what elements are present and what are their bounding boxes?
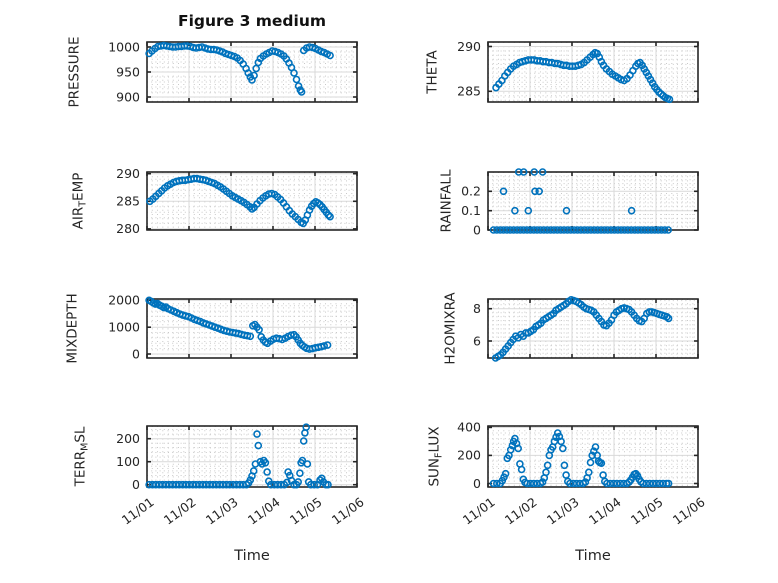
y-tick-labels: 68 [473, 301, 481, 348]
x-tick-label: 11/06 [670, 494, 708, 527]
x-tick-label: 11/05 [287, 494, 325, 527]
y-tick-labels: 0 200 400 [457, 420, 481, 491]
y-axis-label: MIXDEPTH [65, 293, 81, 363]
x-tick-label: 11/04 [245, 494, 283, 527]
y-axis-label: SUNFLUX [427, 426, 445, 486]
panel-terr-msl: 0 100 200 11/01 11/02 11/03 11/04 11/05 11/06 TER… [73, 423, 367, 528]
x-tick-label: 11/02 [161, 494, 199, 527]
y-axis-label: PRESSURE [67, 37, 83, 108]
y-tick-label: 900 [116, 89, 140, 104]
y-tick-label: 0 [473, 476, 481, 491]
y-axis-label: TERRMSL [73, 426, 91, 487]
y-tick-labels: 285 290 [457, 39, 481, 99]
x-tick-label: 11/01 [460, 494, 498, 527]
data-points [145, 423, 332, 489]
x-tick-label: 11/03 [544, 494, 582, 527]
major-grid [147, 172, 357, 230]
panel-sun-flux: 0 200 400 11/01 11/02 11/03 11/04 11/05 11/06 SUN… [427, 420, 708, 528]
y-tick-label: 200 [457, 448, 481, 463]
y-tick-labels: 0 100 200 [116, 431, 140, 492]
data-points [489, 429, 673, 488]
x-tick-labels: 11/01 11/02 11/03 11/04 11/05 11/06 [460, 494, 708, 527]
y-tick-label: 1000 [108, 320, 140, 335]
major-grid [488, 172, 698, 230]
y-tick-label: 285 [116, 194, 140, 209]
panel-theta: 285 290 THETA [425, 39, 699, 104]
data-points [491, 295, 673, 362]
axes-box [487, 425, 699, 488]
x-tick-label: 11/04 [586, 494, 624, 527]
y-tick-label: 6 [473, 333, 481, 348]
x-tick-label: 11/03 [203, 494, 241, 527]
minor-grid [488, 426, 698, 487]
data-points [145, 41, 334, 96]
y-tick-label: 100 [116, 454, 140, 469]
y-tick-label: 290 [457, 39, 481, 54]
data-points [492, 48, 674, 104]
minor-grid [488, 171, 698, 230]
axes-box [487, 41, 699, 103]
y-tick-label: 2000 [108, 293, 140, 308]
y-tick-labels: 0 0.1 0.2 [461, 184, 481, 238]
panel-mixdepth: 0 1000 2000 MIXDEPTH [65, 293, 358, 364]
x-tick-labels: 11/01 11/02 11/03 11/04 11/05 11/06 [119, 494, 367, 527]
y-tick-label: 400 [457, 420, 481, 435]
major-grid [147, 299, 357, 358]
y-tick-label: 950 [116, 64, 140, 79]
y-tick-label: 280 [116, 221, 140, 236]
y-tick-label: 0 [132, 346, 140, 361]
figure-title: Figure 3 medium [177, 12, 327, 30]
y-tick-label: 0.1 [461, 203, 481, 218]
panel-rainfall: 0 0.1 0.2 RAINFALL [439, 168, 699, 238]
y-tick-label: 0.2 [461, 184, 481, 199]
x-tick-label: 11/01 [119, 494, 157, 527]
y-axis-label: RAINFALL [439, 169, 455, 232]
y-tick-label: 290 [116, 166, 140, 181]
axes-box [146, 41, 358, 103]
y-tick-label: 200 [116, 431, 140, 446]
x-tick-label: 11/05 [628, 494, 666, 527]
axes-box [487, 298, 699, 359]
minor-grid [147, 426, 357, 487]
y-tick-label: 0 [473, 222, 481, 237]
y-tick-labels: 900 950 1000 [108, 39, 140, 104]
y-tick-labels: 280 285 290 [116, 166, 140, 236]
y-tick-label: 1000 [108, 39, 140, 54]
x-tick-label: 11/02 [502, 494, 540, 527]
y-tick-label: 8 [473, 301, 481, 316]
y-tick-label: 285 [457, 84, 481, 99]
x-axis-label-right: Time [575, 548, 611, 564]
y-tick-labels: 0 1000 2000 [108, 293, 140, 362]
y-axis-label: AIRTEMP [71, 173, 89, 230]
x-tick-label: 11/06 [329, 494, 367, 527]
panel-air-temp: 280 285 290 AIRTEMP [71, 166, 358, 236]
data-points [145, 296, 332, 353]
data-points [489, 168, 673, 234]
y-axis-label: THETA [425, 50, 441, 95]
panel-pressure: 900 950 1000 PRESSURE [67, 37, 358, 108]
data-points [146, 174, 334, 228]
y-tick-label: 0 [132, 477, 140, 492]
x-axis-label-left: Time [234, 548, 270, 564]
y-axis-label: H2OMIXRA [443, 292, 459, 365]
